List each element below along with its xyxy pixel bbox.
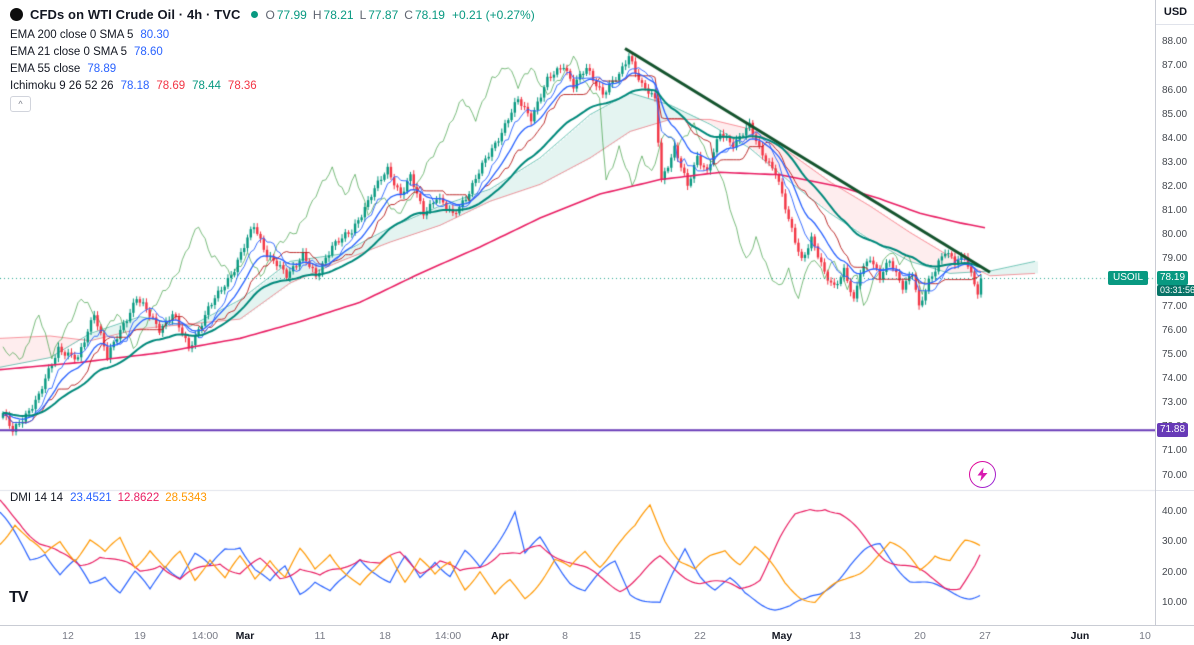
time-axis-label: 19 — [134, 630, 146, 642]
price-axis-label: 86.00 — [1162, 84, 1188, 96]
indicator-value: 78.69 — [156, 79, 186, 92]
indicator-value: 78.60 — [133, 45, 163, 58]
dmi-title: DMI 14 14 — [10, 492, 64, 504]
tradingview-logo[interactable]: TV — [9, 589, 28, 606]
indicator-value: 78.44 — [192, 79, 221, 92]
price-axis-label: 83.00 — [1162, 156, 1188, 168]
indicator-label: EMA 21 close 0 SMA 5 — [10, 45, 127, 58]
time-axis-label: 20 — [914, 630, 926, 642]
last-price-tag: 78.19 — [1157, 271, 1189, 286]
indicator-label: EMA 200 close 0 SMA 5 — [10, 28, 134, 41]
ohlc-readout: O 77.99 H 78.21 L 77.87 C 78.19 — [265, 8, 445, 22]
symbol-price-badge: USOIL — [1108, 271, 1149, 286]
price-axis-label: 85.00 — [1162, 108, 1188, 120]
price-axis-label: 75.00 — [1162, 349, 1188, 361]
dmi-axis-label: 30.00 — [1162, 536, 1188, 548]
time-axis-label: 22 — [694, 630, 706, 642]
price-axis-label: 87.00 — [1162, 60, 1188, 72]
market-status-dot-icon — [251, 11, 259, 18]
time-axis-label: 15 — [629, 630, 641, 642]
lightning-button[interactable] — [969, 461, 996, 488]
price-axis-label: 77.00 — [1162, 301, 1188, 313]
price-axis-label: 73.00 — [1162, 397, 1188, 409]
time-axis-label: 27 — [979, 630, 991, 642]
time-axis-label: 14:00 — [191, 630, 219, 642]
dmi-axis-label: 20.00 — [1162, 566, 1188, 578]
time-axis-label: May — [771, 630, 793, 642]
indicator-value: 78.36 — [227, 79, 257, 92]
price-axis-label: 74.00 — [1162, 373, 1188, 385]
price-axis[interactable]: USD 88.00 87.00 86.00 85.00 84.00 83.00 82.00 8… — [1155, 0, 1194, 645]
indicator-legend-row[interactable]: EMA 21 close 0 SMA 5 78.60 — [10, 43, 257, 60]
dmi-legend[interactable]: DMI 14 14 23.4521 12.8622 28.5343 — [10, 492, 207, 504]
price-axis-label: 79.00 — [1162, 252, 1188, 264]
time-axis-label: Apr — [490, 630, 510, 642]
price-axis-label: 80.00 — [1162, 228, 1188, 240]
price-axis-label: 71.00 — [1162, 445, 1188, 457]
price-axis-label: 84.00 — [1162, 132, 1188, 144]
panel-separator — [1156, 490, 1194, 491]
price-axis-label: 81.00 — [1162, 204, 1188, 216]
time-axis-label: Jun — [1070, 630, 1090, 642]
close-value: 78.19 — [414, 7, 445, 22]
indicator-label: EMA 55 close — [10, 62, 81, 75]
lightning-icon — [977, 467, 988, 482]
dmi-axis-label: 10.00 — [1162, 596, 1188, 608]
dmi-value: 12.8622 — [117, 492, 160, 504]
collapse-indicators-button[interactable]: ^ — [10, 96, 31, 112]
indicator-value: 78.89 — [87, 62, 117, 75]
close-label: C — [404, 7, 413, 22]
price-axis-label: 76.00 — [1162, 325, 1188, 337]
price-axis-label: 70.00 — [1162, 469, 1188, 481]
low-value: 77.87 — [368, 7, 399, 22]
price-axis-label: 88.00 — [1162, 36, 1188, 48]
symbol-header: CFDs on WTI Crude Oil · 4h · TVC O 77.99 … — [10, 7, 535, 22]
time-axis-label: Mar — [235, 630, 255, 642]
time-axis-label: 12 — [62, 630, 74, 642]
dmi-values: 23.4521 12.8622 28.5343 — [70, 492, 207, 504]
high-value: 78.21 — [323, 7, 354, 22]
change-value: +0.21 (+0.27%) — [451, 7, 535, 22]
time-axis-label: 14:00 — [434, 630, 462, 642]
dmi-value: 23.4521 — [70, 492, 112, 504]
symbol-title[interactable]: CFDs on WTI Crude Oil · 4h · TVC — [30, 7, 241, 22]
time-axis-label: 13 — [849, 630, 861, 642]
open-label: O — [265, 7, 275, 22]
time-axis-label: 11 — [314, 630, 326, 642]
time-axis-label: 18 — [379, 630, 391, 642]
low-label: L — [359, 7, 367, 22]
axis-separator — [1156, 24, 1194, 25]
indicator-legend-row[interactable]: EMA 55 close 78.89 — [10, 60, 257, 77]
currency-label[interactable]: USD — [1163, 6, 1188, 18]
high-label: H — [312, 7, 322, 22]
time-axis[interactable]: 12 19 14:00 Mar 11 18 14:00 Apr 8 15 22 May 13 20 27 Ju… — [0, 625, 1194, 645]
open-value: 77.99 — [276, 7, 307, 22]
dmi-axis-label: 40.00 — [1162, 506, 1188, 517]
indicator-legend-row[interactable]: Ichimoku 9 26 52 26 78.18 78.69 78.44 78.36 — [10, 77, 257, 94]
symbol-logo-icon — [10, 8, 23, 21]
chart-canvas[interactable] — [0, 0, 1155, 625]
bar-countdown: 03:31:56 — [1157, 285, 1194, 297]
indicator-value: 78.18 — [120, 79, 150, 92]
indicator-value: 80.30 — [140, 28, 170, 41]
dmi-value: 28.5343 — [165, 492, 207, 504]
indicator-legend: EMA 200 close 0 SMA 5 80.30 EMA 21 close 0… — [10, 26, 257, 94]
price-axis-label: 82.00 — [1162, 180, 1188, 192]
time-axis-label: 8 — [562, 630, 568, 642]
level-price-tag: 71.88 — [1157, 423, 1189, 438]
indicator-label: Ichimoku 9 26 52 26 — [10, 79, 114, 92]
indicator-legend-row[interactable]: EMA 200 close 0 SMA 5 80.30 — [10, 26, 257, 43]
time-axis-label: 10 — [1139, 630, 1151, 642]
